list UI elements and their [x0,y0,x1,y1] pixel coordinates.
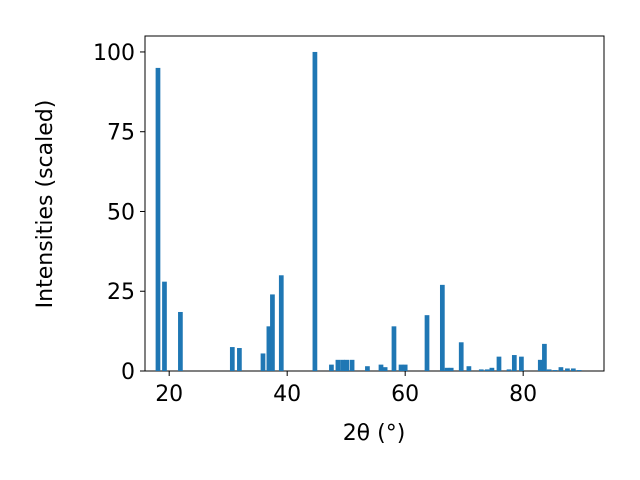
bar [542,343,547,371]
x-tick-label: 80 [509,382,537,407]
bar [266,326,272,371]
bar [344,359,350,371]
x-axis-label: 2θ (°) [343,421,406,446]
bar [402,364,408,371]
y-tick-label: 25 [107,280,135,305]
bar [329,364,334,371]
bar [155,67,161,372]
bar [335,359,341,371]
bar [278,275,284,371]
bar [576,370,582,371]
plot-frame [144,35,605,372]
bar [162,281,167,371]
bar [340,359,346,371]
bar [565,368,570,371]
bar [439,284,445,371]
bar [365,366,370,371]
bar [260,353,266,371]
bar [466,366,472,371]
bar [519,356,524,371]
bar [237,348,242,371]
bar [478,369,484,371]
bar [378,364,384,371]
bar [458,342,464,371]
bar [546,369,552,371]
bar [511,355,517,371]
x-tick-label: 20 [155,382,183,407]
y-axis-label: Intensities (scaled) [33,100,58,309]
y-tick-label: 100 [93,41,135,66]
bar [570,368,576,371]
bar [349,359,355,371]
bar [496,356,502,371]
y-tick-label: 50 [107,200,135,225]
bar [382,367,388,371]
bar [178,311,183,371]
y-tick-label: 0 [121,360,135,385]
bar [552,370,558,371]
bar [270,294,275,371]
bar [489,367,495,371]
y-tick-label: 75 [107,121,135,146]
bar [448,367,454,371]
bar [424,315,430,371]
bar [229,347,235,371]
bar [506,369,512,371]
bar [312,51,318,371]
x-tick-label: 60 [391,382,419,407]
bar [444,367,450,371]
bar [391,326,397,371]
bar [558,367,564,371]
x-tick-label: 40 [273,382,301,407]
bar [484,369,490,371]
bar [398,364,404,371]
bar [537,359,543,371]
